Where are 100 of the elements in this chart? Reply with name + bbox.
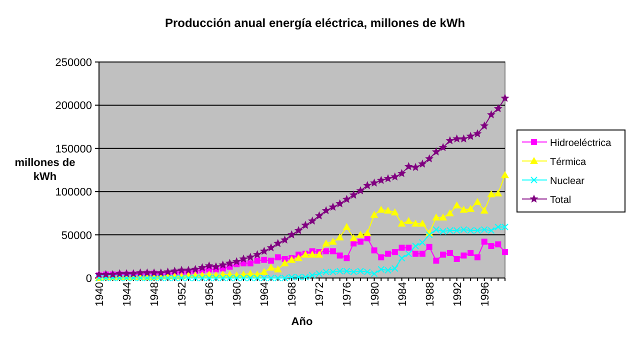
point xyxy=(322,239,330,246)
point xyxy=(142,268,152,276)
point xyxy=(336,252,343,259)
point xyxy=(425,154,434,162)
point xyxy=(191,264,200,273)
x-tick-label: 1972 xyxy=(314,282,326,306)
point xyxy=(418,239,426,246)
point xyxy=(254,258,260,264)
point xyxy=(122,269,131,278)
point xyxy=(398,244,405,251)
point xyxy=(260,268,268,275)
point xyxy=(426,244,432,250)
point xyxy=(500,94,510,102)
point xyxy=(218,260,228,269)
point xyxy=(377,206,386,213)
point xyxy=(494,189,502,196)
point xyxy=(473,198,482,205)
point xyxy=(330,248,336,254)
point xyxy=(280,259,289,266)
point xyxy=(336,199,344,208)
point xyxy=(460,252,467,259)
point xyxy=(274,265,282,272)
point xyxy=(336,233,344,240)
point xyxy=(261,256,268,263)
point xyxy=(487,190,496,198)
point xyxy=(440,252,446,258)
point xyxy=(494,104,502,112)
point xyxy=(267,264,276,271)
point xyxy=(481,238,488,245)
point xyxy=(301,220,310,229)
point xyxy=(419,250,426,257)
point xyxy=(294,254,303,262)
point xyxy=(308,250,316,258)
point xyxy=(486,110,496,118)
point xyxy=(363,181,372,190)
point xyxy=(404,216,413,224)
point xyxy=(446,250,453,256)
point xyxy=(232,257,241,266)
point xyxy=(170,266,179,275)
y-tick-label: 200000 xyxy=(55,100,92,112)
point xyxy=(466,132,475,140)
point xyxy=(274,254,281,260)
point xyxy=(356,186,365,194)
point xyxy=(384,174,392,182)
point xyxy=(390,172,400,181)
point xyxy=(314,211,324,220)
point xyxy=(287,230,296,238)
y-tick-label: 150000 xyxy=(55,143,92,156)
point xyxy=(468,250,474,256)
x-tick-label: 1984 xyxy=(396,282,409,306)
y-tick-label: 250000 xyxy=(55,57,92,69)
point xyxy=(398,220,406,227)
x-tick-label: 1956 xyxy=(204,282,216,306)
point xyxy=(150,268,158,276)
point xyxy=(412,250,419,257)
point xyxy=(164,267,172,276)
y-tick-label: 100000 xyxy=(55,186,92,199)
point xyxy=(433,258,440,264)
point xyxy=(204,261,214,270)
x-axis-title: Año xyxy=(291,316,313,328)
point xyxy=(480,206,488,214)
point xyxy=(328,202,338,211)
point xyxy=(418,159,427,168)
point xyxy=(452,201,461,208)
point xyxy=(474,254,480,260)
x-tick-label: 1960 xyxy=(232,282,244,306)
point xyxy=(136,268,145,276)
point xyxy=(439,214,448,221)
point xyxy=(418,220,426,227)
point xyxy=(454,256,460,262)
point xyxy=(385,250,392,257)
point xyxy=(378,254,384,260)
x-tick-label: 1976 xyxy=(342,282,354,306)
point xyxy=(350,234,358,242)
legend-label: Total xyxy=(550,195,572,206)
point xyxy=(280,235,290,244)
point xyxy=(177,266,186,274)
point xyxy=(212,262,220,270)
legend-label: Térmica xyxy=(550,157,587,168)
point xyxy=(344,255,350,262)
x-tick-label: 1952 xyxy=(176,282,189,306)
point xyxy=(294,226,303,234)
point xyxy=(274,238,282,248)
point xyxy=(376,176,386,184)
point xyxy=(370,178,379,187)
point xyxy=(371,247,378,254)
legend-label: Nuclear xyxy=(550,176,586,187)
point xyxy=(446,136,454,144)
point xyxy=(480,121,489,130)
point xyxy=(308,216,317,225)
point xyxy=(198,263,206,272)
y-tick-label: 0 xyxy=(86,273,92,285)
point xyxy=(392,249,398,256)
point xyxy=(390,208,399,216)
point xyxy=(266,243,276,252)
point xyxy=(156,268,166,276)
point xyxy=(405,250,412,258)
point xyxy=(384,206,392,214)
x-tick-label: 1948 xyxy=(149,282,162,306)
point xyxy=(406,244,412,251)
